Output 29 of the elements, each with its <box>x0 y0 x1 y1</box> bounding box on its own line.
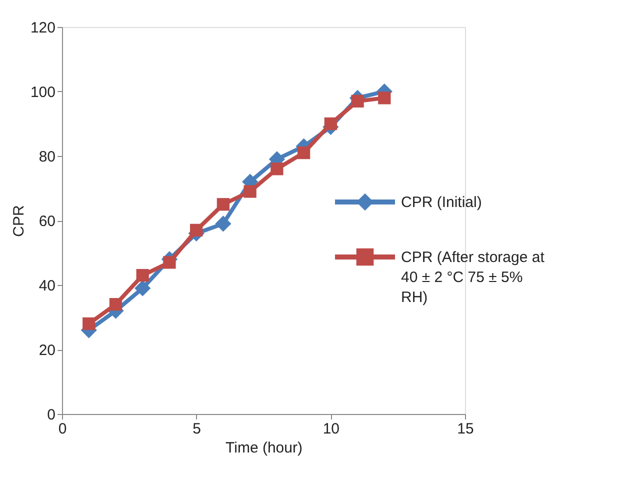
point <box>351 94 364 108</box>
point <box>270 162 284 176</box>
point <box>244 185 256 198</box>
point <box>378 92 391 104</box>
y-tick-label: 80 <box>38 148 56 166</box>
point <box>216 198 230 211</box>
point <box>190 224 203 236</box>
y-tick-label: 0 <box>47 406 56 424</box>
point <box>324 117 337 130</box>
point <box>215 216 232 232</box>
x-tick-label: 5 <box>192 420 202 438</box>
y-tick-label: 20 <box>38 342 56 359</box>
x-axis-title: Time (hour) <box>226 440 302 456</box>
y-tick-label: 120 <box>30 20 56 36</box>
point <box>163 256 176 269</box>
y-tick-label: 60 <box>38 213 56 230</box>
x-tick-label: 15 <box>457 420 474 438</box>
point <box>134 280 151 296</box>
y-tick-label: 100 <box>30 84 56 101</box>
point <box>109 298 122 311</box>
point <box>297 146 310 160</box>
legend-label: CPR (After storage at 40 ± 2 °C 75 ± 5% RH) <box>401 249 546 306</box>
point <box>82 317 96 330</box>
point <box>136 269 149 282</box>
legend-label: CPR (Initial) <box>401 194 482 211</box>
y-axis-title: CPR <box>10 205 28 237</box>
x-tick-label: 0 <box>58 420 67 438</box>
x-tick-label: 10 <box>322 420 340 438</box>
y-tick-label: 40 <box>38 278 56 294</box>
